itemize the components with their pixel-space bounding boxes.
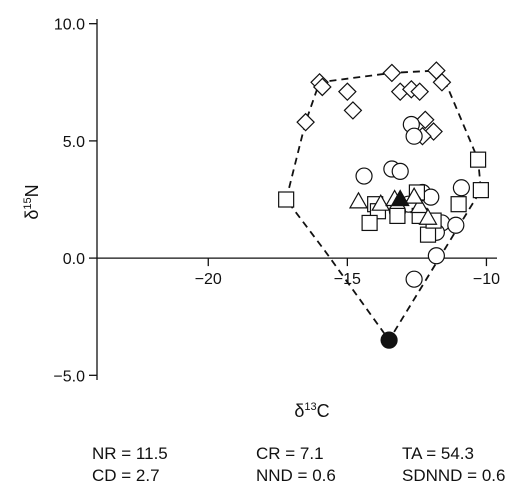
filled-circle-point <box>380 331 398 349</box>
square-point <box>278 191 295 208</box>
triangle-point <box>348 191 369 209</box>
stat-nnd: NND = 0.6 <box>256 466 336 485</box>
y-axis-label: δ15N <box>22 184 42 219</box>
circle-point <box>405 127 423 145</box>
circle-point <box>355 167 373 185</box>
circle-point <box>405 270 423 288</box>
square-point <box>419 226 437 243</box>
x-tick-label: −20 <box>195 271 222 288</box>
triangle-point <box>410 196 430 214</box>
x-tick-label: −15 <box>334 271 361 288</box>
circle-point <box>452 179 471 197</box>
square-point <box>469 151 487 168</box>
filled-triangle-point <box>390 189 410 207</box>
circle-point <box>422 188 440 206</box>
data-points <box>278 61 489 349</box>
diamond-point <box>338 82 357 102</box>
triangle-point <box>371 193 391 211</box>
diamond-point <box>432 72 452 92</box>
stat-sdnnd: SDNND = 0.6 <box>402 466 506 485</box>
stat-nr: NR = 11.5 <box>92 444 168 463</box>
stat-cr: CR = 7.1 <box>256 444 324 463</box>
diamond-point <box>296 112 315 132</box>
diamond-point <box>312 77 332 97</box>
square-point <box>361 214 378 232</box>
diamond-point <box>410 82 430 102</box>
axes: −5.0 0.0 5.0 10.0 −20 −15 −10 <box>53 17 500 386</box>
stat-ta: TA = 54.3 <box>402 444 474 463</box>
diamond-point <box>415 110 435 130</box>
stat-cd: CD = 2.7 <box>92 466 160 485</box>
diamond-point <box>382 63 402 83</box>
y-tick-label: −5.0 <box>53 368 85 385</box>
y-tick-label: 5.0 <box>63 134 85 151</box>
convex-hull <box>285 69 482 342</box>
diamond-point <box>343 101 363 120</box>
circle-point <box>391 162 409 180</box>
square-point <box>472 182 489 199</box>
circle-point <box>427 247 445 265</box>
circle-point <box>447 216 465 234</box>
square-point <box>389 207 406 225</box>
triangle-point <box>404 186 424 204</box>
x-axis-label: δ13C <box>294 401 329 421</box>
square-point <box>450 196 467 213</box>
y-tick-label: 10.0 <box>54 17 85 34</box>
triangle-point <box>418 208 438 225</box>
convex-hull-layer <box>285 69 482 342</box>
x-tick-label: −10 <box>473 271 500 288</box>
y-tick-label: 0.0 <box>63 251 85 268</box>
